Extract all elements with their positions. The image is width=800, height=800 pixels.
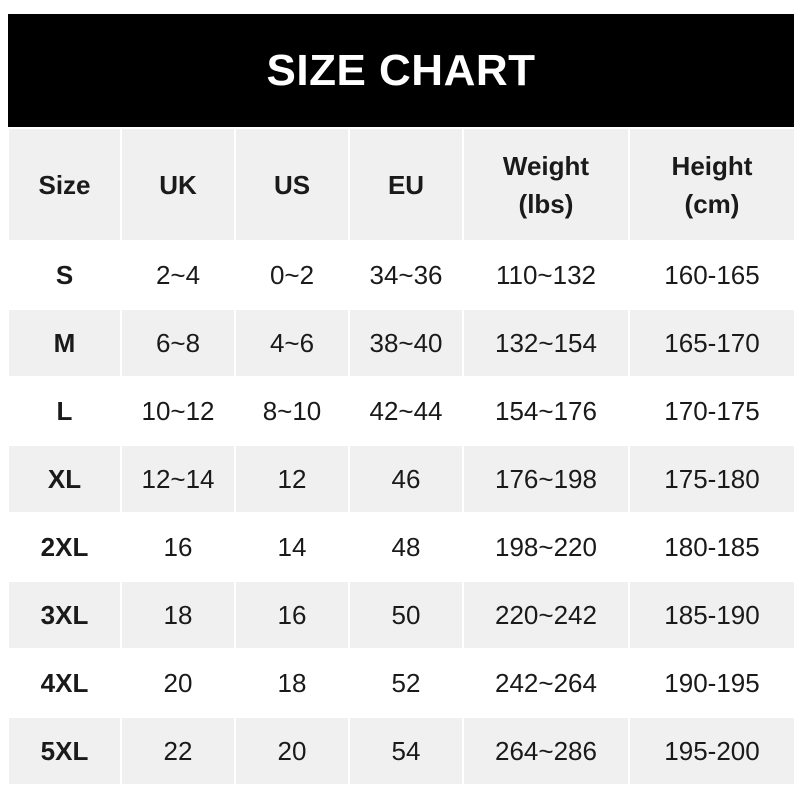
table-cell: 195-200: [630, 718, 794, 784]
table-cell: 242~264: [464, 650, 628, 716]
table-cell: 18: [236, 650, 348, 716]
table-cell: 12~14: [122, 446, 234, 512]
column-header-label: EU: [387, 169, 425, 200]
table-cell: 132~154: [464, 310, 628, 376]
table-cell: 176~198: [464, 446, 628, 512]
column-header-label: Height: [671, 150, 753, 181]
table-cell: 4~6: [236, 310, 348, 376]
table-cell: 220~242: [464, 582, 628, 648]
table-cell: 10~12: [122, 378, 234, 444]
size-label-cell: 2XL: [9, 514, 120, 580]
table-cell: 0~2: [236, 242, 348, 308]
table-cell: 50: [350, 582, 462, 648]
table-cell: 48: [350, 514, 462, 580]
table-cell: 52: [350, 650, 462, 716]
size-label-cell: XL: [9, 446, 120, 512]
table-cell: 38~40: [350, 310, 462, 376]
column-header-label: Size: [38, 169, 91, 200]
column-header-height: Height (cm): [630, 129, 794, 240]
size-chart-title: SIZE CHART: [8, 14, 794, 127]
table-cell: 185-190: [630, 582, 794, 648]
table-cell: 6~8: [122, 310, 234, 376]
column-header-size: Size: [9, 129, 120, 240]
table-cell: 110~132: [464, 242, 628, 308]
table-cell: 54: [350, 718, 462, 784]
table-cell: 170-175: [630, 378, 794, 444]
table-cell: 34~36: [350, 242, 462, 308]
table-cell: 2~4: [122, 242, 234, 308]
table-cell: 165-170: [630, 310, 794, 376]
header-row: Size UK US EU Weight (lbs) Height (cm): [9, 129, 794, 240]
table-cell: 12: [236, 446, 348, 512]
table-cell: 46: [350, 446, 462, 512]
table-cell: 8~10: [236, 378, 348, 444]
table-cell: 160-165: [630, 242, 794, 308]
column-header-unit: (cm): [684, 188, 740, 219]
column-header-weight: Weight (lbs): [464, 129, 628, 240]
table-cell: 22: [122, 718, 234, 784]
table-row: 5XL 22 20 54 264~286 195-200: [9, 718, 794, 784]
table-cell: 42~44: [350, 378, 462, 444]
table-cell: 14: [236, 514, 348, 580]
table-row: M 6~8 4~6 38~40 132~154 165-170: [9, 310, 794, 376]
size-label-cell: 3XL: [9, 582, 120, 648]
table-row: 3XL 18 16 50 220~242 185-190: [9, 582, 794, 648]
table-cell: 18: [122, 582, 234, 648]
column-header-label: Weight: [502, 150, 590, 181]
column-header-unit: (lbs): [518, 188, 574, 219]
column-header-us: US: [236, 129, 348, 240]
size-label-cell: 5XL: [9, 718, 120, 784]
table-cell: 264~286: [464, 718, 628, 784]
column-header-eu: EU: [350, 129, 462, 240]
table-cell: 16: [236, 582, 348, 648]
size-chart-table: Size UK US EU Weight (lbs) Height (cm) S 2~4 0~2 3…: [7, 127, 796, 786]
table-cell: 190-195: [630, 650, 794, 716]
table-row: S 2~4 0~2 34~36 110~132 160-165: [9, 242, 794, 308]
table-cell: 180-185: [630, 514, 794, 580]
size-label-cell: S: [9, 242, 120, 308]
table-cell: 198~220: [464, 514, 628, 580]
table-row: L 10~12 8~10 42~44 154~176 170-175: [9, 378, 794, 444]
table-cell: 20: [236, 718, 348, 784]
column-header-uk: UK: [122, 129, 234, 240]
size-label-cell: M: [9, 310, 120, 376]
table-cell: 20: [122, 650, 234, 716]
table-row: 4XL 20 18 52 242~264 190-195: [9, 650, 794, 716]
size-label-cell: 4XL: [9, 650, 120, 716]
table-cell: 154~176: [464, 378, 628, 444]
table-row: 2XL 16 14 48 198~220 180-185: [9, 514, 794, 580]
table-row: XL 12~14 12 46 176~198 175-180: [9, 446, 794, 512]
column-header-label: UK: [159, 169, 197, 200]
table-cell: 16: [122, 514, 234, 580]
size-label-cell: L: [9, 378, 120, 444]
table-cell: 175-180: [630, 446, 794, 512]
column-header-label: US: [273, 169, 311, 200]
